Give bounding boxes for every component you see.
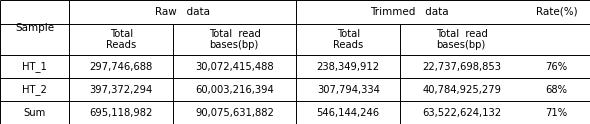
Text: Rate(%): Rate(%) (536, 7, 578, 17)
Text: HT_2: HT_2 (22, 84, 47, 95)
Text: 546,144,246: 546,144,246 (317, 108, 380, 118)
Text: 695,118,982: 695,118,982 (90, 108, 153, 118)
Text: Raw   data: Raw data (155, 7, 210, 17)
Text: 68%: 68% (546, 85, 568, 95)
Text: Sample: Sample (15, 23, 54, 33)
Text: 60,003,216,394: 60,003,216,394 (195, 85, 274, 95)
Text: 307,794,334: 307,794,334 (317, 85, 380, 95)
Text: 40,784,925,279: 40,784,925,279 (422, 85, 502, 95)
Text: Total
Reads: Total Reads (106, 29, 136, 50)
Text: 71%: 71% (546, 108, 568, 118)
Text: Total  read
bases(bp): Total read bases(bp) (436, 29, 488, 50)
Text: Total
Reads: Total Reads (333, 29, 363, 50)
Text: Sum: Sum (24, 108, 46, 118)
Text: 76%: 76% (546, 62, 568, 72)
Text: 90,075,631,882: 90,075,631,882 (195, 108, 274, 118)
Text: Trimmed   data: Trimmed data (371, 7, 449, 17)
Text: 30,072,415,488: 30,072,415,488 (195, 62, 274, 72)
Text: Total  read
bases(bp): Total read bases(bp) (209, 29, 261, 50)
Text: 397,372,294: 397,372,294 (90, 85, 153, 95)
Text: 63,522,624,132: 63,522,624,132 (422, 108, 502, 118)
Text: 297,746,688: 297,746,688 (90, 62, 153, 72)
Text: HT_1: HT_1 (22, 61, 47, 72)
Text: 22,737,698,853: 22,737,698,853 (422, 62, 502, 72)
Text: 238,349,912: 238,349,912 (317, 62, 380, 72)
